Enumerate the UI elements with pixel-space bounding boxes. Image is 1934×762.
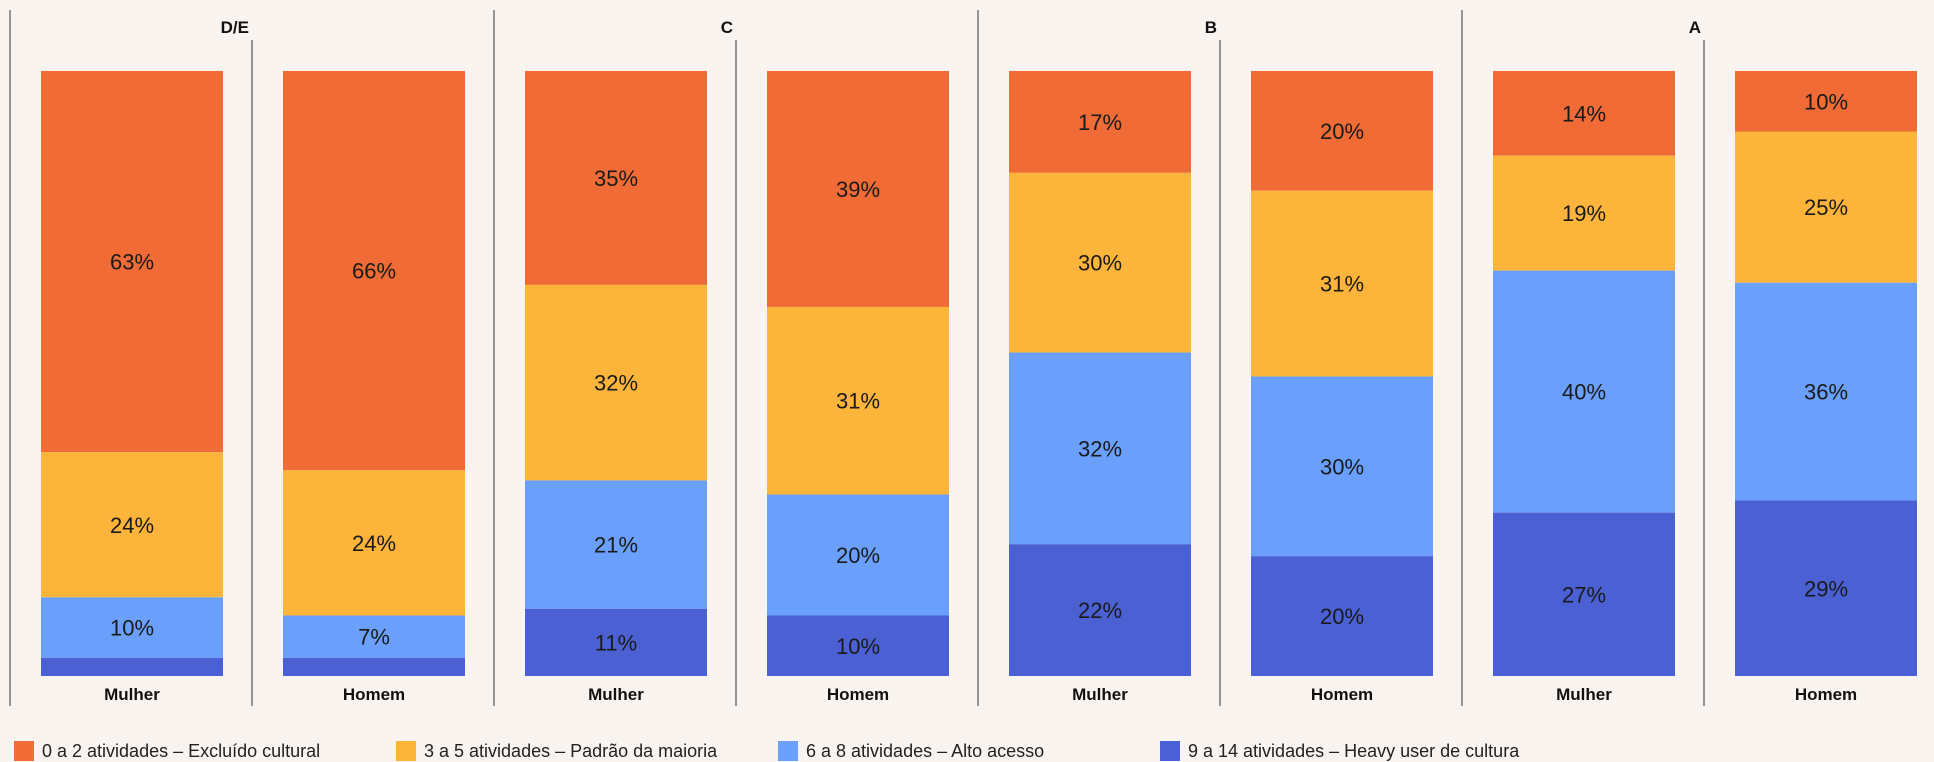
data-label: 21% — [594, 533, 638, 558]
bar-segment — [41, 597, 223, 658]
bar-segment — [525, 71, 707, 285]
legend-item-heavy-user: 9 a 14 atividades – Heavy user de cultur… — [1160, 741, 1519, 762]
category-label: Homem — [1795, 685, 1857, 704]
data-label: 20% — [836, 543, 880, 568]
data-label: 11% — [595, 630, 637, 655]
data-label: 20% — [1320, 604, 1364, 629]
bar-segment — [283, 71, 465, 471]
bar-segment — [525, 284, 707, 481]
data-label: 24% — [352, 531, 396, 556]
legend-swatch — [1160, 741, 1180, 761]
data-label: 20% — [1320, 119, 1364, 144]
data-label: 22% — [1078, 598, 1122, 623]
data-label: 24% — [110, 513, 154, 538]
data-label: 17% — [1078, 110, 1122, 135]
data-label: 40% — [1562, 380, 1606, 405]
bar-segment — [41, 657, 223, 676]
data-label: 31% — [1320, 272, 1364, 297]
data-label: 10% — [836, 634, 880, 659]
category-label: Homem — [1311, 685, 1373, 704]
legend-swatch — [778, 741, 798, 761]
bar-segment — [1251, 556, 1433, 676]
bar-segment — [767, 494, 949, 616]
bar-segment — [1009, 71, 1191, 173]
bar-segment — [1009, 544, 1191, 676]
data-label: 10% — [1804, 89, 1848, 114]
bar-segment — [1735, 282, 1917, 501]
bar-segment — [1009, 172, 1191, 353]
group-label: A — [1689, 18, 1701, 37]
stacked-bar-chart: 63% 24% 10% Mulher 66% 24% 7% Homem D/E 35% 32% 21%… — [9, 10, 1917, 706]
data-label: 29% — [1804, 576, 1848, 601]
data-label: 36% — [1804, 380, 1848, 405]
bar-segment — [1251, 190, 1433, 377]
data-label: 63% — [110, 250, 154, 275]
bar-segment — [283, 615, 465, 658]
category-label: Mulher — [1556, 685, 1612, 704]
legend-label: 0 a 2 atividades – Excluído cultural — [42, 740, 321, 761]
data-label: 19% — [1562, 201, 1606, 226]
legend-swatch — [14, 741, 34, 761]
bar-segment — [1735, 71, 1917, 132]
data-label: 30% — [1078, 251, 1122, 276]
bar-segment — [1493, 512, 1675, 676]
group-label: C — [721, 18, 733, 37]
data-label: 27% — [1562, 582, 1606, 607]
data-label: 32% — [1078, 436, 1122, 461]
legend-label: 9 a 14 atividades – Heavy user de cultur… — [1188, 740, 1520, 761]
data-label: 35% — [594, 166, 638, 191]
data-label: 7% — [358, 625, 390, 650]
bar-segment — [1735, 131, 1917, 283]
category-label: Mulher — [588, 685, 644, 704]
group-label: D/E — [221, 18, 249, 37]
data-label: 39% — [836, 177, 880, 202]
bar-segment — [41, 71, 223, 453]
bar-segment — [283, 657, 465, 676]
legend-item-padrao: 3 a 5 atividades – Padrão da maioria — [396, 741, 717, 762]
data-label: 66% — [352, 259, 396, 284]
data-label: 10% — [110, 616, 154, 641]
category-label: Mulher — [1072, 685, 1128, 704]
legend-swatch — [396, 741, 416, 761]
bar-segment — [525, 608, 707, 676]
group-label: B — [1205, 18, 1217, 37]
bar-segment — [1493, 71, 1675, 156]
bar-segment — [1493, 270, 1675, 513]
bar-segment — [1493, 155, 1675, 271]
data-label: 14% — [1562, 101, 1606, 126]
data-label: 30% — [1320, 454, 1364, 479]
bar-segment — [767, 615, 949, 676]
data-label: 32% — [594, 371, 638, 396]
category-label: Homem — [343, 685, 405, 704]
legend-label: 6 a 8 atividades – Alto acesso — [806, 740, 1045, 761]
category-label: Homem — [827, 685, 889, 704]
bar-segment — [41, 452, 223, 598]
bar-segment — [767, 306, 949, 495]
bar-segment — [1009, 352, 1191, 545]
bar-segment — [1735, 500, 1917, 676]
legend: 0 a 2 atividades – Excluído cultural 3 a… — [14, 740, 1589, 762]
legend-label: 3 a 5 atividades – Padrão da maioria — [424, 740, 718, 761]
data-label: 31% — [836, 389, 880, 414]
legend-item-excluido: 0 a 2 atividades – Excluído cultural — [14, 741, 329, 762]
bar-segment — [1251, 376, 1433, 557]
bar-segment — [525, 480, 707, 609]
data-label: 25% — [1804, 195, 1848, 220]
category-label: Mulher — [104, 685, 160, 704]
bar-segment — [1251, 71, 1433, 191]
bar-segment — [283, 470, 465, 616]
legend-item-alto-acesso: 6 a 8 atividades – Alto acesso — [778, 741, 1093, 762]
bar-segment — [767, 71, 949, 307]
